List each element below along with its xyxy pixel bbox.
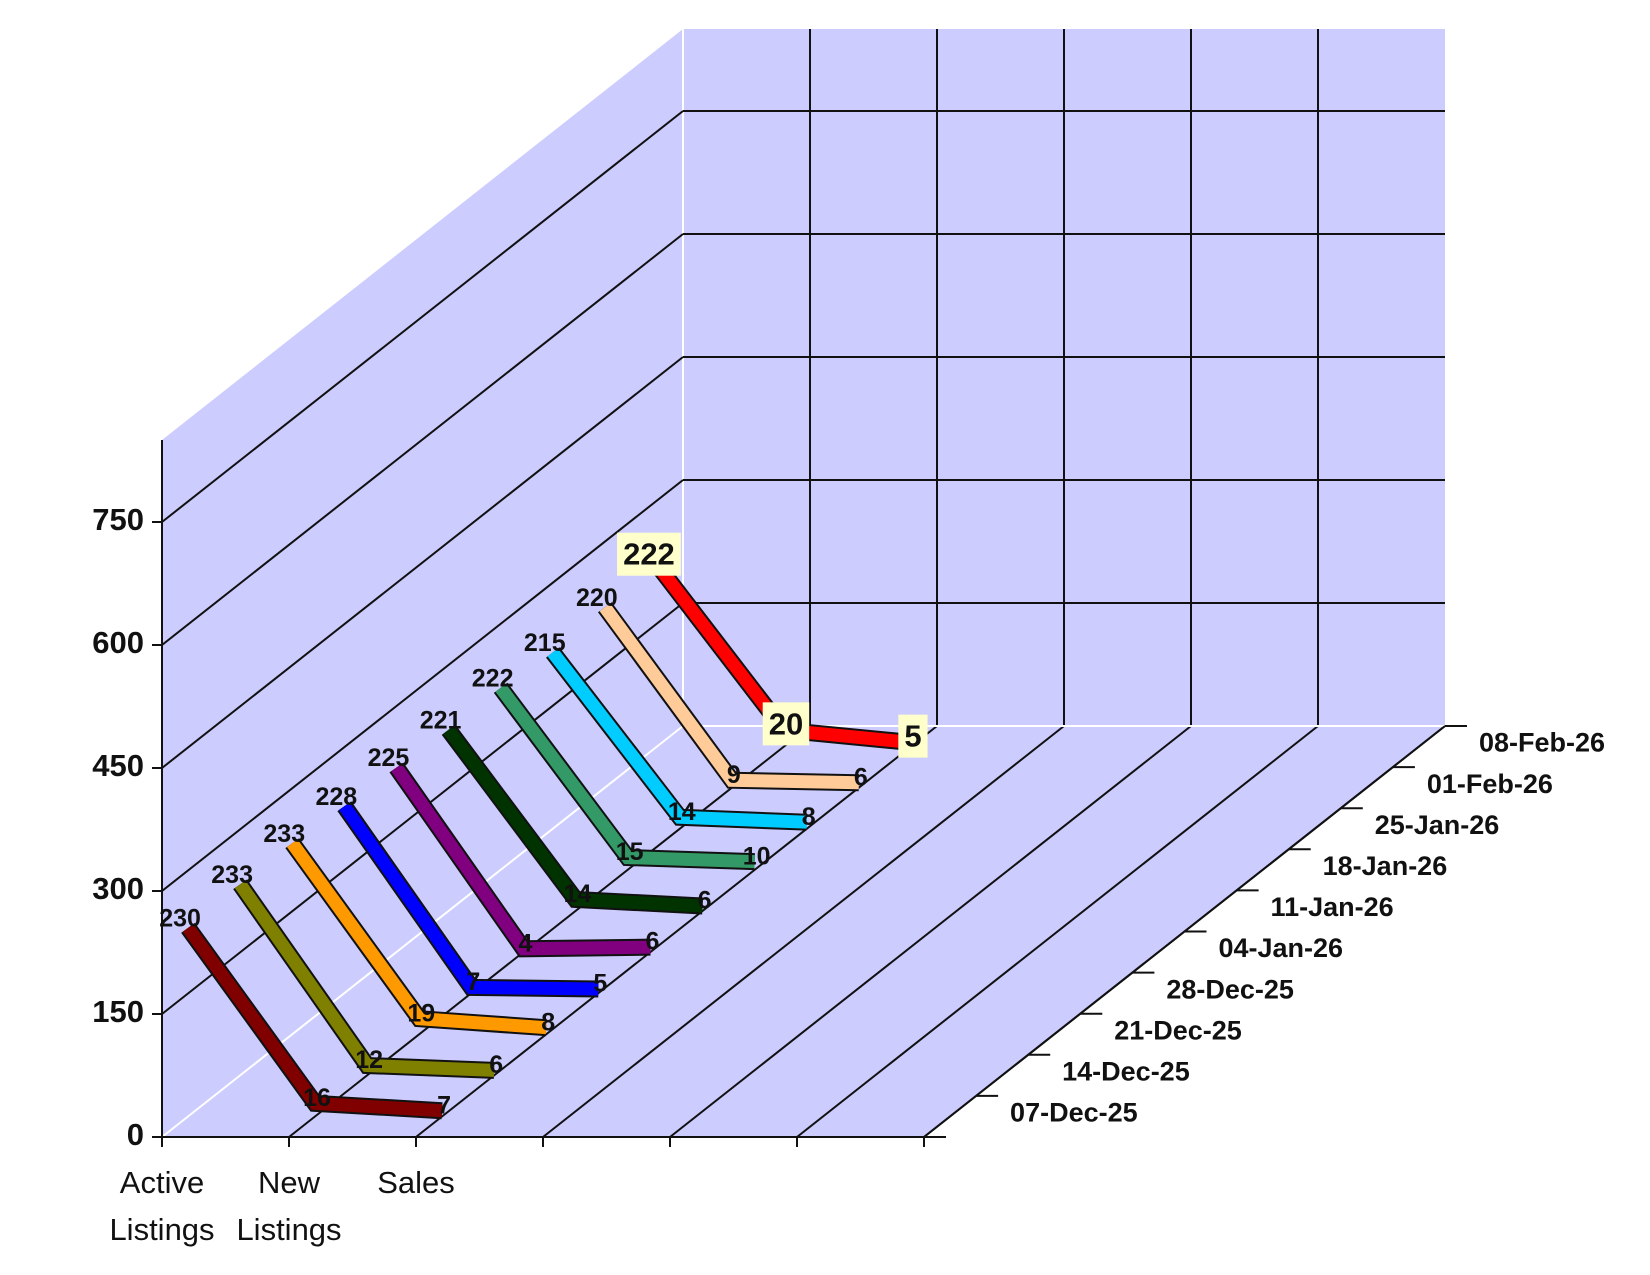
floor-line bbox=[415, 725, 938, 1138]
line bbox=[234, 880, 495, 1077]
data-label-box bbox=[617, 532, 681, 576]
data-label: 233 bbox=[211, 861, 253, 889]
data-label-box bbox=[762, 702, 810, 746]
grid-line bbox=[161, 110, 684, 523]
floor-line bbox=[796, 725, 1319, 1138]
line bbox=[599, 603, 859, 790]
line bbox=[495, 683, 755, 869]
data-label: 8 bbox=[541, 1008, 555, 1036]
floor-line bbox=[542, 725, 1065, 1138]
x-tick-label: Active Listings bbox=[109, 1165, 215, 1247]
data-label: 6 bbox=[489, 1051, 503, 1079]
data-label: 221 bbox=[420, 706, 462, 734]
data-label: 6 bbox=[698, 887, 712, 915]
line bbox=[286, 839, 547, 1035]
data-label: 7 bbox=[466, 968, 480, 996]
y-tick-label: 600 bbox=[92, 625, 144, 660]
data-label: 5 bbox=[904, 719, 921, 754]
legend-label: 11-Jan-26 bbox=[1271, 892, 1394, 922]
x-tick-label: Sales bbox=[377, 1165, 455, 1200]
data-label: 6 bbox=[854, 763, 868, 791]
data-label: 222 bbox=[623, 537, 675, 572]
legend-label: 01-Feb-26 bbox=[1427, 769, 1553, 799]
legend-label: 21-Dec-25 bbox=[1114, 1015, 1242, 1045]
data-label: 10 bbox=[743, 842, 771, 870]
data-label: 16 bbox=[303, 1084, 331, 1112]
floor-line bbox=[669, 725, 1192, 1138]
data-label: 14 bbox=[668, 798, 696, 826]
data-label: 7 bbox=[437, 1091, 451, 1119]
data-label: 14 bbox=[564, 880, 592, 908]
data-label: 228 bbox=[315, 783, 357, 811]
data-label: 220 bbox=[576, 584, 618, 612]
data-label-box bbox=[898, 714, 928, 758]
left-wall bbox=[162, 29, 683, 1137]
legend-label: 08-Feb-26 bbox=[1479, 728, 1605, 758]
y-tick-label: 300 bbox=[92, 871, 144, 906]
legend-label: 25-Jan-26 bbox=[1375, 810, 1500, 840]
data-label: 15 bbox=[616, 838, 644, 866]
grid-line bbox=[161, 356, 684, 769]
legend-label: 18-Jan-26 bbox=[1323, 851, 1448, 881]
data-label: 6 bbox=[645, 928, 659, 956]
line bbox=[182, 924, 443, 1118]
data-label: 20 bbox=[769, 706, 803, 741]
line bbox=[547, 648, 808, 829]
data-label: 9 bbox=[727, 761, 741, 789]
data-label: 5 bbox=[593, 970, 607, 998]
line bbox=[391, 763, 651, 956]
legend-label: 14-Dec-25 bbox=[1062, 1056, 1190, 1086]
line bbox=[443, 725, 703, 913]
y-tick-label: 750 bbox=[92, 502, 144, 537]
data-label: 233 bbox=[263, 820, 305, 848]
legend-label: 04-Jan-26 bbox=[1218, 933, 1343, 963]
data-label: 215 bbox=[524, 629, 566, 657]
legend-label: 28-Dec-25 bbox=[1166, 974, 1294, 1004]
x-tick-label: New Listings bbox=[236, 1165, 342, 1247]
grid-line bbox=[161, 479, 684, 892]
data-label: 12 bbox=[355, 1046, 383, 1074]
legend-label: 07-Dec-25 bbox=[1010, 1098, 1138, 1128]
y-tick-label: 0 bbox=[127, 1117, 144, 1152]
grid-line bbox=[161, 233, 684, 646]
y-tick-label: 150 bbox=[92, 994, 144, 1029]
data-label: 225 bbox=[368, 744, 410, 772]
data-label: 230 bbox=[159, 904, 201, 932]
y-tick-label: 450 bbox=[92, 748, 144, 783]
data-label: 4 bbox=[518, 929, 532, 957]
data-label: 19 bbox=[407, 999, 435, 1027]
data-label: 222 bbox=[472, 664, 514, 692]
data-label: 8 bbox=[802, 803, 816, 831]
line bbox=[339, 802, 599, 996]
